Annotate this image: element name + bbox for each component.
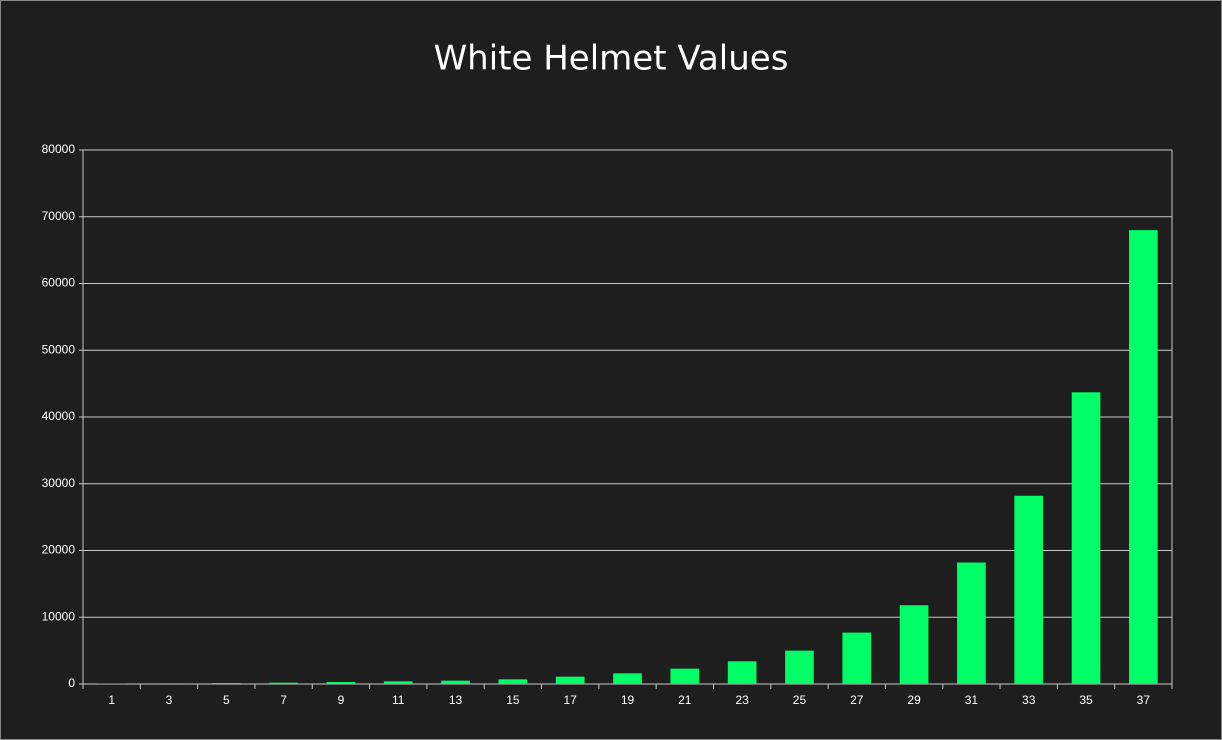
bar (1129, 230, 1158, 684)
y-tick-label: 20000 (42, 543, 76, 557)
x-tick-label: 21 (678, 693, 692, 707)
x-tick-label: 13 (449, 693, 463, 707)
bar (727, 661, 757, 684)
x-tick-label: 23 (735, 693, 749, 707)
x-tick-label: 17 (564, 693, 578, 707)
bar (1014, 495, 1044, 684)
bar (957, 562, 986, 684)
bar (842, 632, 872, 684)
x-tick-label: 9 (338, 693, 345, 707)
x-tick-label: 33 (1022, 693, 1036, 707)
bar (326, 681, 356, 684)
x-tick-label: 19 (621, 693, 635, 707)
x-tick-label: 31 (965, 693, 979, 707)
y-tick-label: 40000 (42, 409, 76, 423)
bar (441, 680, 470, 684)
bar (498, 679, 528, 684)
x-tick-label: 35 (1079, 693, 1093, 707)
y-tick-label: 60000 (42, 276, 76, 290)
x-tick-label: 25 (793, 693, 807, 707)
bar (670, 668, 700, 684)
bar (785, 650, 814, 684)
y-tick-label: 0 (68, 676, 75, 690)
y-tick-label: 50000 (42, 342, 76, 356)
chart-title: White Helmet Values (434, 39, 789, 79)
y-tick-label: 70000 (42, 209, 76, 223)
x-tick-label: 15 (506, 693, 520, 707)
bar (154, 683, 184, 684)
y-tick-label: 80000 (42, 142, 76, 156)
bar (211, 682, 241, 684)
bar (555, 676, 585, 684)
x-tick-label: 1 (108, 693, 115, 707)
bar (383, 681, 413, 684)
y-tick-label: 10000 (42, 609, 76, 623)
x-tick-label: 5 (223, 693, 230, 707)
x-tick-label: 29 (907, 693, 921, 707)
x-tick-label: 37 (1137, 693, 1151, 707)
x-tick-label: 11 (392, 693, 405, 707)
bar (613, 673, 642, 684)
bar (1071, 392, 1101, 684)
bar (269, 682, 298, 684)
bar (899, 605, 929, 684)
y-tick-label: 30000 (42, 476, 76, 490)
x-tick-label: 27 (850, 693, 864, 707)
x-tick-label: 3 (166, 693, 173, 707)
x-tick-label: 7 (280, 693, 287, 707)
